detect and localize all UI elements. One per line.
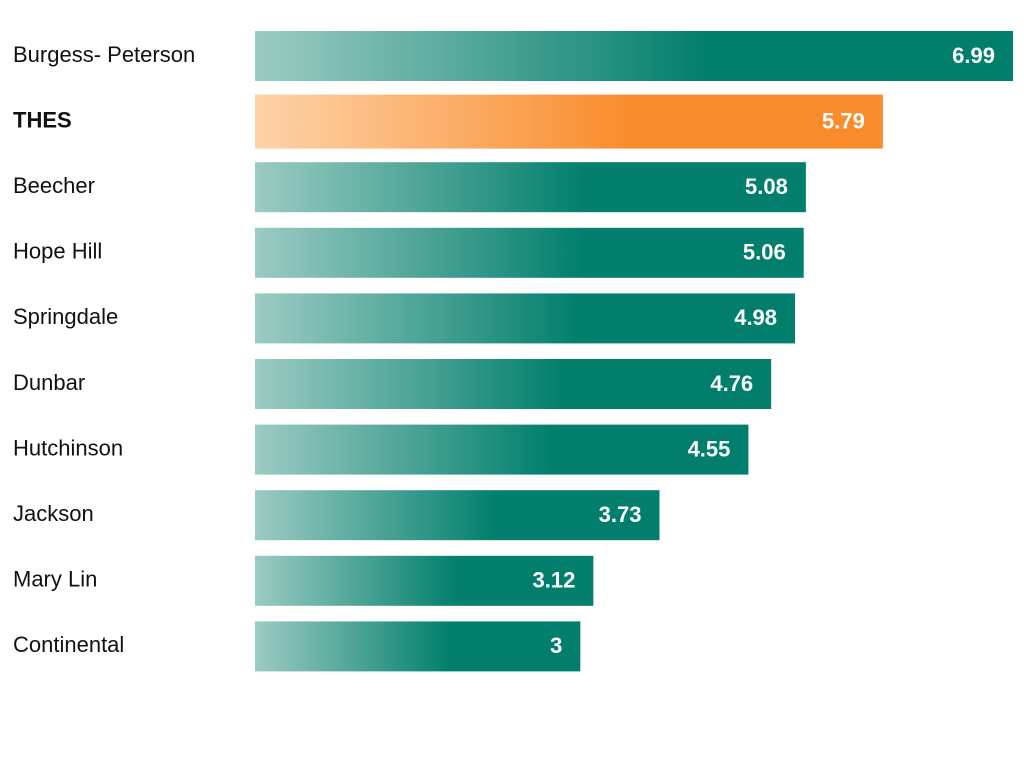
bar-springdale [255,293,796,344]
bar-hope-hill [255,227,804,278]
category-label-thes: THES [13,107,72,132]
category-label-hope-hill: Hope Hill [13,239,102,264]
value-label-hutchinson: 4.55 [688,436,731,461]
value-label-continental: 3 [550,633,562,658]
value-label-hope-hill: 5.06 [743,240,786,265]
bar-burgess-peterson [255,31,1013,81]
category-label-hutchinson: Hutchinson [13,435,123,460]
category-label-continental: Continental [13,632,124,657]
category-label-beecher: Beecher [13,173,95,198]
category-label-burgess-peterson: Burgess- Peterson [13,42,195,67]
bar-mary-lin [255,555,594,606]
value-label-jackson: 3.73 [599,502,642,527]
bar-continental [255,621,581,672]
category-label-mary-lin: Mary Lin [13,567,97,592]
category-label-dunbar: Dunbar [13,370,85,395]
value-label-burgess-peterson: 6.99 [952,43,995,68]
bar-beecher [255,162,806,213]
bar-jackson [255,490,660,541]
value-label-beecher: 5.08 [745,174,788,199]
category-label-jackson: Jackson [13,501,94,526]
value-label-thes: 5.79 [822,108,865,133]
bar-hutchinson [255,424,749,475]
bar-dunbar [255,359,772,409]
value-label-springdale: 4.98 [734,305,777,330]
plot-area: Burgess- Peterson 6.99 THES 5.79 Beecher 5.08… [13,31,1013,672]
category-label-springdale: Springdale [13,304,118,329]
value-label-dunbar: 4.76 [710,371,753,396]
bar-thes [255,94,883,149]
value-label-mary-lin: 3.12 [533,568,576,593]
